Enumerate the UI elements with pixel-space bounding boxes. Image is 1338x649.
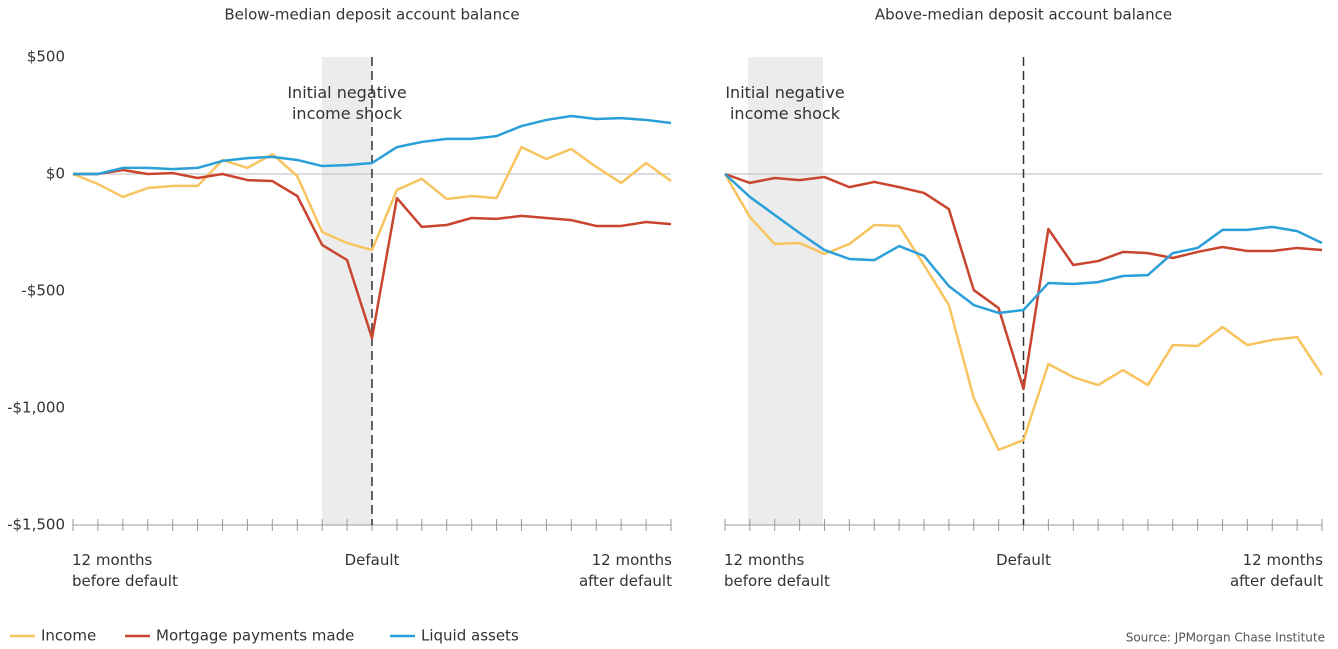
series-line — [73, 114, 672, 176]
series-line — [723, 173, 1324, 452]
shock-shade — [322, 57, 372, 525]
x-tick-label: Default — [996, 551, 1051, 569]
chart-title: Below-median deposit account balance — [224, 6, 519, 24]
legend-label: Liquid assets — [421, 627, 519, 645]
shock-shade — [748, 57, 823, 525]
y-tick-label: -$1,500 — [7, 516, 65, 534]
series-line — [72, 145, 672, 252]
y-tick-label: -$1,000 — [7, 399, 65, 417]
annotation: Initial negative income shock — [725, 83, 845, 123]
y-tick-label: $0 — [46, 165, 65, 183]
x-tick-label: 12 months before default — [72, 551, 178, 590]
x-tick-label: 12 months before default — [724, 551, 830, 590]
chart-title: Above-median deposit account balance — [875, 6, 1172, 24]
source: Source: JPMorgan Chase Institute — [1126, 631, 1325, 645]
series-line — [724, 172, 1323, 391]
legend-label: Mortgage payments made — [156, 627, 354, 645]
y-tick-label: $500 — [27, 48, 65, 66]
x-tick-label: 12 months after default — [578, 551, 672, 590]
x-tick-label: Default — [344, 551, 400, 569]
annotation: Initial negative income shock — [287, 83, 407, 123]
x-tick-label: 12 months after default — [1229, 551, 1323, 590]
series-line — [724, 173, 1323, 315]
legend-label: Income — [41, 627, 96, 645]
series-line — [73, 168, 672, 340]
y-tick-label: -$500 — [21, 282, 65, 300]
